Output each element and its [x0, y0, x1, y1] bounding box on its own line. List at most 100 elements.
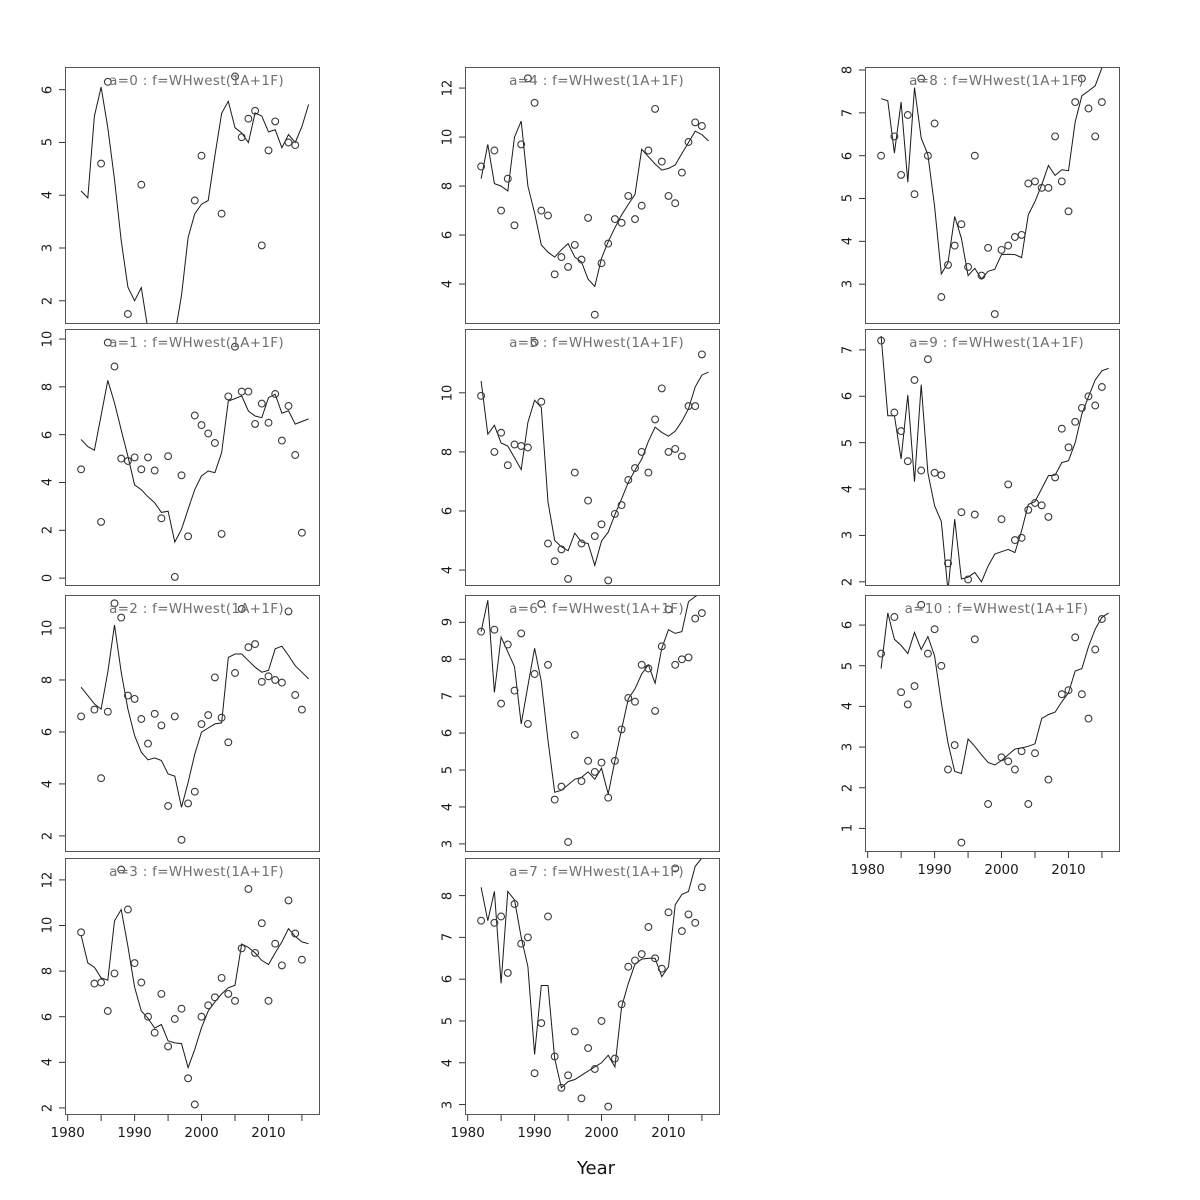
panel-border-a3: [65, 858, 320, 1115]
data-point: [597, 520, 606, 529]
y-tick-label: 4: [440, 279, 456, 289]
data-point: [164, 802, 173, 810]
panel-title-a1: a=1 : f=WHwest(1A+1F): [109, 335, 284, 351]
data-point: [1051, 132, 1060, 141]
x-tick-label: 2010: [1051, 862, 1086, 878]
panel-a8: 3 4 5 6 7 8 a=8 : f=WHwest(1A+1F): [841, 66, 1120, 324]
data-point: [144, 1012, 152, 1021]
data-point: [1084, 392, 1093, 401]
data-point: [277, 436, 286, 445]
data-point: [570, 730, 579, 739]
data-point: [210, 439, 219, 447]
plot-area-a5: [459, 329, 720, 586]
y-tick-label: 5: [40, 138, 56, 147]
data-point: [1077, 690, 1086, 699]
data-point: [264, 418, 273, 427]
y-tick-label: 5: [840, 194, 856, 203]
data-point: [544, 539, 552, 548]
y-tick-label: 8: [840, 65, 856, 75]
data-point: [123, 691, 132, 700]
data-point: [497, 428, 506, 437]
plot-area-a4: [459, 67, 720, 324]
data-point: [503, 174, 512, 183]
data-point: [271, 117, 280, 126]
data-point: [257, 241, 266, 250]
fit-line-a10: [880, 612, 1109, 775]
data-point: [684, 138, 693, 146]
data-point: [990, 310, 999, 319]
data-point: [537, 1019, 546, 1028]
data-point: [1057, 177, 1066, 186]
y-tick-label: 7: [840, 345, 856, 355]
data-point: [610, 1054, 619, 1063]
data-point: [503, 968, 512, 977]
data-point: [291, 691, 300, 699]
data-point: [537, 397, 546, 406]
data-point: [584, 496, 593, 505]
fit-line-a7: [480, 859, 702, 1089]
data-point: [604, 1102, 613, 1111]
data-point: [477, 627, 486, 636]
y-tick-label: 3: [840, 742, 856, 752]
data-point: [103, 77, 112, 86]
data-point: [597, 259, 606, 268]
data-point: [957, 838, 966, 847]
data-point: [297, 705, 306, 714]
data-point: [130, 694, 139, 703]
data-point: [970, 510, 979, 519]
panel-border-a6: [465, 595, 720, 852]
data-point: [1031, 499, 1039, 507]
data-point: [190, 1100, 199, 1109]
data-point: [657, 964, 666, 973]
data-point: [197, 151, 206, 160]
fit-line-a2: [80, 624, 309, 808]
data-point: [577, 777, 586, 786]
data-point: [570, 468, 579, 477]
data-point: [137, 180, 146, 189]
data-point: [1057, 690, 1066, 699]
data-point: [117, 865, 126, 874]
data-point: [1010, 233, 1019, 241]
x-tick-label: 2010: [251, 1125, 286, 1141]
data-point: [691, 918, 700, 927]
data-point: [204, 429, 213, 438]
data-point: [651, 954, 660, 963]
plot-area-a6: [459, 595, 720, 852]
data-point: [697, 609, 706, 618]
y-tick-label: 6: [440, 506, 456, 516]
data-point: [1077, 403, 1086, 412]
data-point: [244, 643, 253, 652]
y-tick-label: 10: [40, 619, 56, 637]
data-point: [231, 996, 239, 1005]
data-point: [644, 468, 653, 477]
data-point: [284, 896, 293, 905]
data-point: [877, 649, 886, 658]
data-point: [631, 956, 639, 965]
y-tick-label: 4: [840, 702, 856, 711]
data-point: [997, 245, 1006, 254]
data-point: [517, 140, 526, 149]
data-point: [477, 916, 486, 925]
data-point: [1084, 104, 1093, 113]
data-point: [664, 191, 673, 200]
data-point: [190, 787, 199, 796]
data-point: [697, 883, 706, 892]
data-point: [217, 529, 226, 538]
panel-border-a10: [865, 595, 1120, 852]
data-point: [97, 774, 106, 783]
data-point: [644, 146, 653, 155]
data-point: [631, 464, 639, 473]
data-point: [537, 206, 546, 215]
data-point: [617, 725, 626, 734]
panel-border-a9: [865, 329, 1120, 586]
y-tick-label: 4: [440, 565, 456, 575]
y-tick-label: 7: [440, 692, 456, 701]
data-point: [197, 1012, 206, 1021]
data-point: [677, 655, 686, 664]
data-point: [664, 908, 673, 917]
data-point: [110, 362, 119, 371]
data-point: [557, 253, 566, 262]
data-point: [1091, 645, 1100, 654]
data-point: [237, 944, 246, 953]
data-point: [944, 765, 952, 774]
